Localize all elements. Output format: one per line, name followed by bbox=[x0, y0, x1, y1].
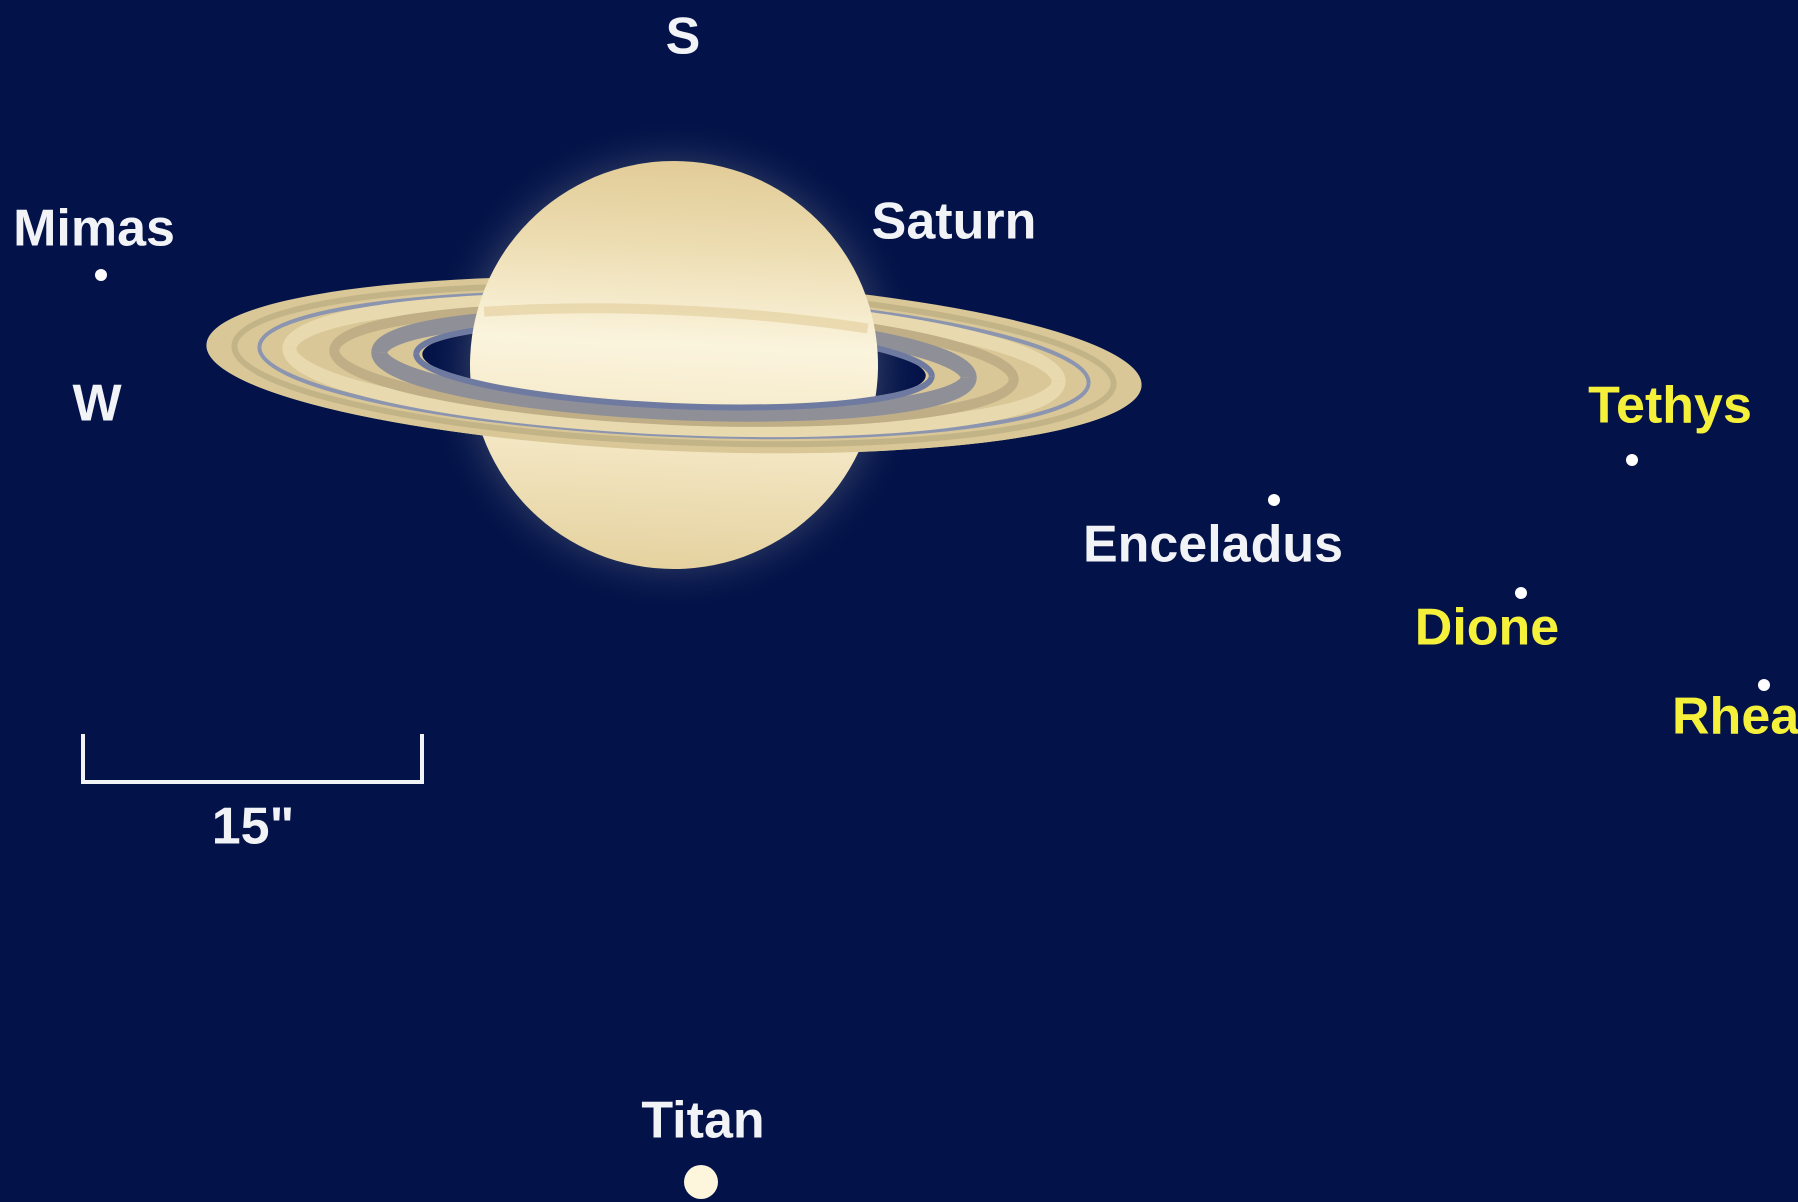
moon-dot bbox=[684, 1165, 718, 1199]
saturn-image bbox=[196, 100, 1152, 630]
planet-label: Saturn bbox=[872, 193, 1037, 251]
moon-dot bbox=[1515, 587, 1527, 599]
scale-label: 15" bbox=[212, 798, 295, 856]
moon-label: Rhea bbox=[1672, 688, 1798, 746]
compass-west: W bbox=[72, 375, 122, 433]
moon-label: Dione bbox=[1415, 599, 1559, 657]
scale-bar bbox=[83, 734, 422, 782]
moon-dot bbox=[95, 269, 107, 281]
moon-label: Mimas bbox=[13, 200, 175, 258]
moon-dot bbox=[1626, 454, 1638, 466]
moon-label: Tethys bbox=[1588, 377, 1752, 435]
moon-dot bbox=[1268, 494, 1280, 506]
compass-south: S bbox=[666, 8, 701, 66]
sky-view: S W Saturn Mimas Enceladus Tethys Dione … bbox=[0, 0, 1798, 1202]
page: S W Saturn Mimas Enceladus Tethys Dione … bbox=[0, 0, 1798, 1202]
moon-label: Titan bbox=[641, 1092, 764, 1150]
moon-label: Enceladus bbox=[1083, 516, 1343, 574]
